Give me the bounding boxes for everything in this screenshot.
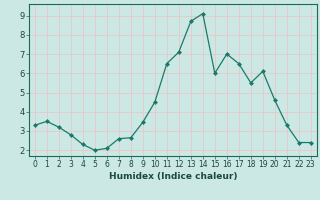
X-axis label: Humidex (Indice chaleur): Humidex (Indice chaleur)	[108, 172, 237, 181]
